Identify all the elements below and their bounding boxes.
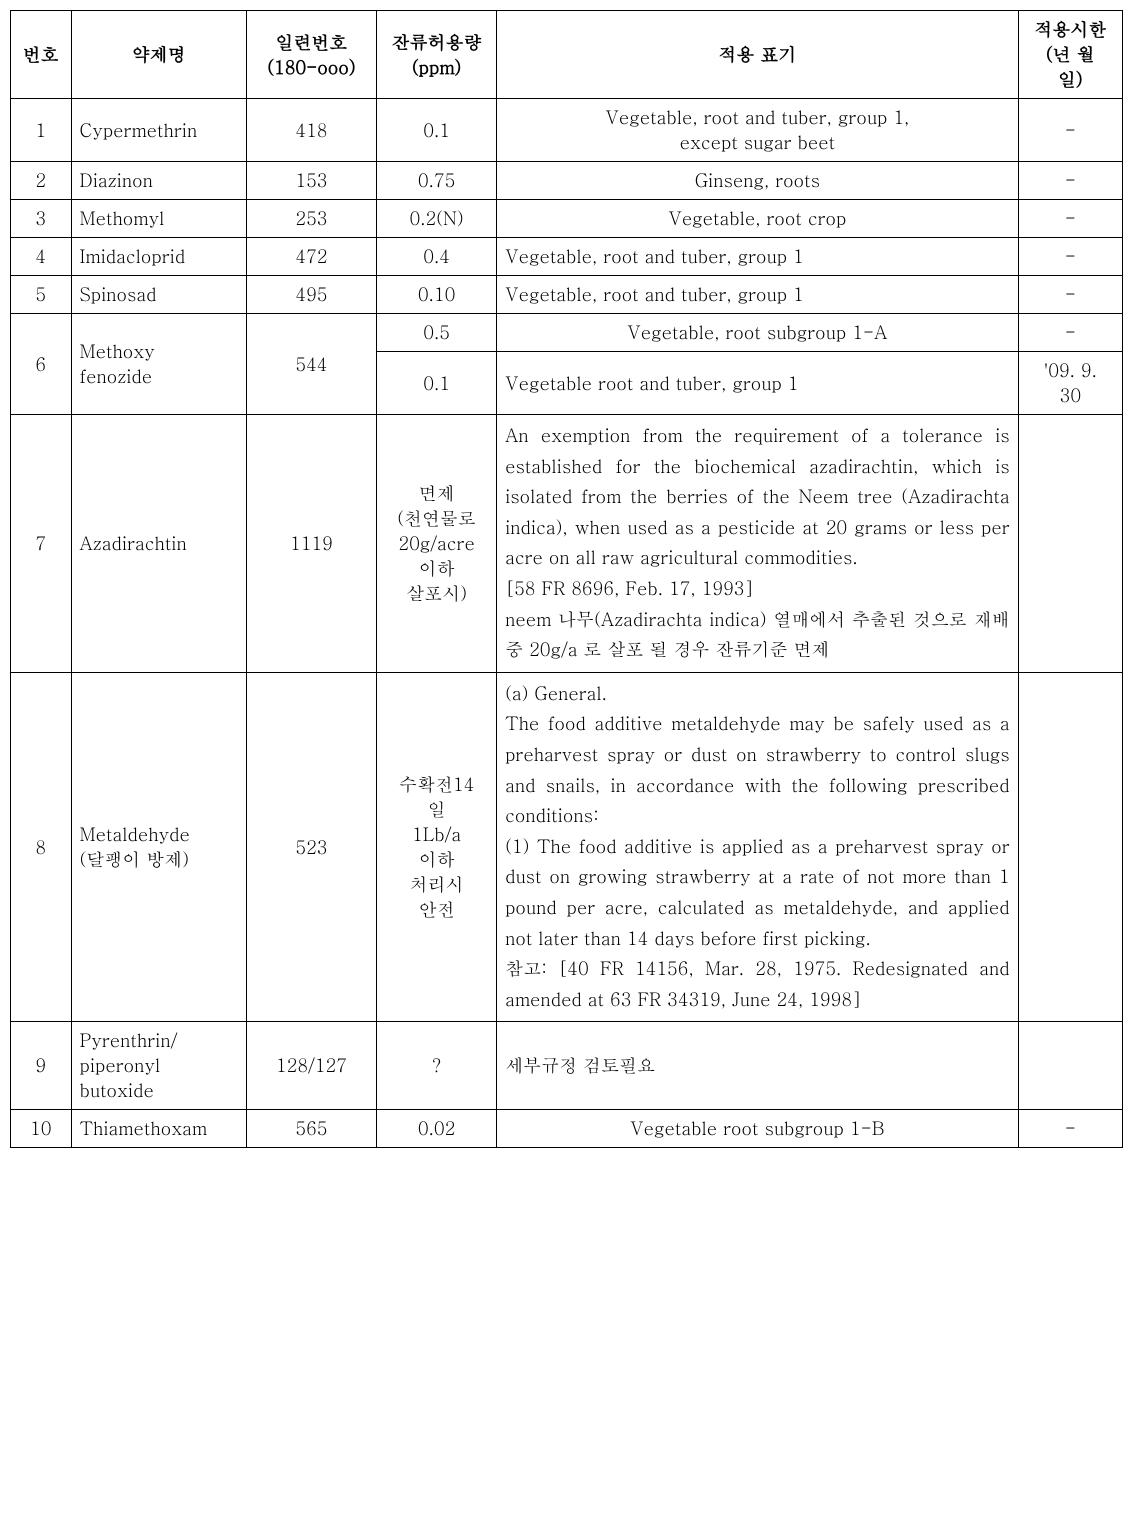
cell-no: 1 [11,99,72,162]
cell-app: (a) General. The food additive metaldehy… [497,672,1019,1022]
cell-tol: 0.2(N) [377,200,497,238]
cell-dl: - [1018,200,1122,238]
cell-no: 3 [11,200,72,238]
cell-app: Ginseng, roots [497,162,1019,200]
cell-no: 7 [11,415,72,673]
cell-tol: 0.5 [377,314,497,352]
cell-dl: - [1018,1110,1122,1148]
table-row: 2 Diazinon 153 0.75 Ginseng, roots - [11,162,1123,200]
table-row: 8 Metaldehyde (달팽이 방제) 523 수확전14 일 1Lb/a… [11,672,1123,1022]
cell-serial: 495 [246,276,376,314]
cell-app: Vegetable, root and tuber, group 1 [497,276,1019,314]
table-row: 4 Imidacloprid 472 0.4 Vegetable, root a… [11,238,1123,276]
header-deadline: 적용시한 (년 월 일) [1018,11,1122,99]
cell-tol: 0.1 [377,99,497,162]
cell-tol: 수확전14 일 1Lb/a 이하 처리시 안전 [377,672,497,1022]
cell-name: Metaldehyde (달팽이 방제) [71,672,246,1022]
header-no: 번호 [11,11,72,99]
cell-tol: 0.75 [377,162,497,200]
cell-serial: 544 [246,314,376,415]
cell-app: Vegetable, root and tuber, group 1, exce… [497,99,1019,162]
cell-serial: 565 [246,1110,376,1148]
cell-serial: 253 [246,200,376,238]
cell-tol: 0.02 [377,1110,497,1148]
cell-name: Thiamethoxam [71,1110,246,1148]
cell-no: 8 [11,672,72,1022]
cell-app: Vegetable, root subgroup 1-A [497,314,1019,352]
cell-app: Vegetable root and tuber, group 1 [497,352,1019,415]
cell-serial: 523 [246,672,376,1022]
cell-no: 6 [11,314,72,415]
header-application: 적용 표기 [497,11,1019,99]
cell-name: Azadirachtin [71,415,246,673]
header-tolerance: 잔류허용량 (ppm) [377,11,497,99]
cell-dl [1018,1022,1122,1110]
cell-serial: 472 [246,238,376,276]
table-row: 9 Pyrenthrin/ piperonyl butoxide 128/127… [11,1022,1123,1110]
cell-name: Cypermethrin [71,99,246,162]
cell-no: 10 [11,1110,72,1148]
cell-app: An exemption from the requirement of a t… [497,415,1019,673]
cell-dl: - [1018,314,1122,352]
cell-app: Vegetable, root and tuber, group 1 [497,238,1019,276]
cell-serial: 128/127 [246,1022,376,1110]
header-serial: 일련번호 (180-ooo) [246,11,376,99]
cell-no: 9 [11,1022,72,1110]
cell-tol: 0.1 [377,352,497,415]
cell-dl: '09. 9. 30 [1018,352,1122,415]
cell-dl: - [1018,238,1122,276]
table-row: 3 Methomyl 253 0.2(N) Vegetable, root cr… [11,200,1123,238]
cell-tol: 0.4 [377,238,497,276]
cell-name: Methomyl [71,200,246,238]
cell-no: 4 [11,238,72,276]
table-row: 5 Spinosad 495 0.10 Vegetable, root and … [11,276,1123,314]
header-row: 번호 약제명 일련번호 (180-ooo) 잔류허용량 (ppm) 적용 표기 … [11,11,1123,99]
cell-app: 세부규정 검토필요 [497,1022,1019,1110]
cell-serial: 418 [246,99,376,162]
table-row: 1 Cypermethrin 418 0.1 Vegetable, root a… [11,99,1123,162]
cell-name: Methoxy fenozide [71,314,246,415]
table-row: 10 Thiamethoxam 565 0.02 Vegetable root … [11,1110,1123,1148]
pesticide-table: 번호 약제명 일련번호 (180-ooo) 잔류허용량 (ppm) 적용 표기 … [10,10,1123,1148]
cell-app: Vegetable root subgroup 1-B [497,1110,1019,1148]
cell-no: 5 [11,276,72,314]
cell-dl: - [1018,99,1122,162]
header-name: 약제명 [71,11,246,99]
cell-name: Pyrenthrin/ piperonyl butoxide [71,1022,246,1110]
cell-dl [1018,672,1122,1022]
cell-tol: ? [377,1022,497,1110]
cell-tol: 0.10 [377,276,497,314]
cell-dl: - [1018,162,1122,200]
cell-name: Spinosad [71,276,246,314]
cell-name: Diazinon [71,162,246,200]
cell-dl: - [1018,276,1122,314]
cell-app: Vegetable, root crop [497,200,1019,238]
table-row: 6 Methoxy fenozide 544 0.5 Vegetable, ro… [11,314,1123,352]
cell-dl [1018,415,1122,673]
cell-tol: 면제 (천연물로 20g/acre 이하 살포시) [377,415,497,673]
cell-no: 2 [11,162,72,200]
table-row: 7 Azadirachtin 1119 면제 (천연물로 20g/acre 이하… [11,415,1123,673]
cell-name: Imidacloprid [71,238,246,276]
cell-serial: 1119 [246,415,376,673]
cell-serial: 153 [246,162,376,200]
